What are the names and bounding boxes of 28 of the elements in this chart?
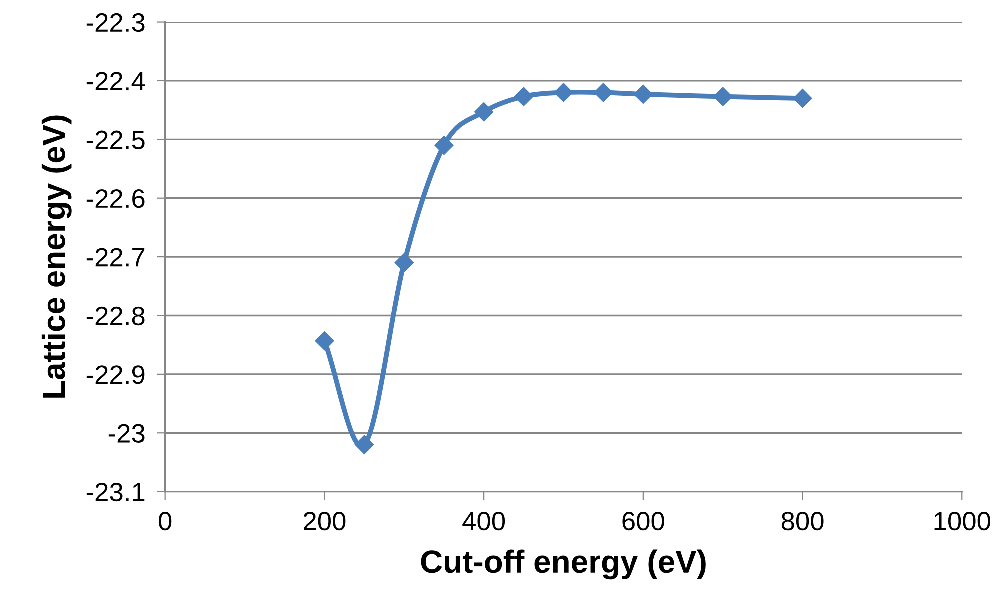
point (434, 136, 454, 156)
y-tick-label: -23.1 (86, 482, 145, 502)
x-tick-label: 600 (622, 512, 664, 531)
x-tick-label: 800 (782, 512, 824, 531)
x-tick-label: 200 (304, 512, 346, 531)
point (793, 89, 812, 108)
point (355, 435, 374, 454)
y-tick-label: -22.7 (86, 248, 145, 267)
y-tick-label: -22.8 (86, 306, 145, 326)
point (394, 253, 414, 272)
y-axis-title: Lattice energy (eV) (42, 116, 72, 398)
x-tick-label: 0 (159, 512, 172, 531)
x-axis-title: Cut-off energy (eV) (421, 550, 706, 580)
y-tick-label: -23 (108, 424, 145, 443)
y-tick-label: -22.5 (86, 130, 145, 150)
y-tick-label: -22.6 (86, 189, 145, 208)
point (594, 83, 614, 102)
point (474, 102, 494, 122)
y-tick-label: -22.4 (86, 72, 146, 91)
point (554, 83, 574, 102)
point (634, 84, 653, 104)
x-tick-label: 400 (462, 512, 506, 531)
x-tick-label: 1000 (934, 512, 990, 531)
point (315, 331, 334, 351)
y-tick-label: -22.3 (86, 13, 145, 32)
point (514, 87, 534, 106)
point (714, 87, 733, 106)
y-tick-label: -22.9 (86, 366, 145, 384)
